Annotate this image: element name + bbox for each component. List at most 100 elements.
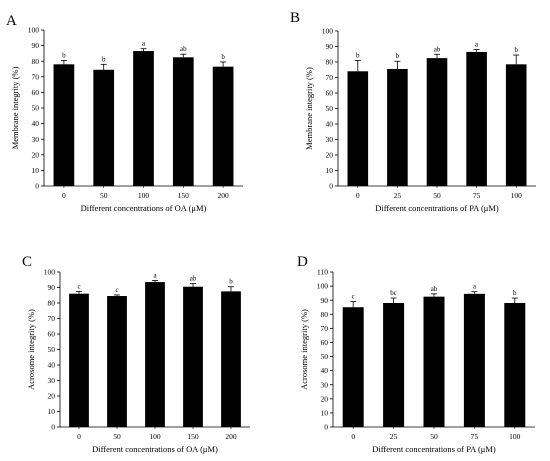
panel-d-y-tick-label: 50 [321, 352, 329, 361]
panel-a-y-tick-label: 0 [35, 182, 39, 191]
panel-d-x-axis-label: Different concentrations of PA (μM) [372, 444, 496, 454]
panel-c-significance-label: c [115, 286, 118, 294]
panel-c-y-tick-label: 90 [48, 283, 56, 292]
panel-c-significance-label: b [229, 278, 233, 286]
panel-d-y-tick-label: 70 [321, 324, 329, 333]
panel-c-y-tick-label: 30 [48, 376, 56, 385]
panel-c-bar [107, 296, 127, 427]
panel-d-significance-label: ab [431, 285, 438, 293]
panel-b-y-axis-label: Membrane integrity (%) [304, 67, 314, 150]
panel-b-x-axis-label: Different concentrations of PA (μM) [375, 203, 499, 213]
panel-a-x-tick-label: 100 [138, 191, 150, 200]
panel-d-y-tick-label: 100 [317, 282, 329, 291]
panel-c-letter: C [22, 254, 32, 270]
panel-c-x-tick-label: 150 [187, 432, 199, 441]
panel-b-y-tick-label: 100 [322, 27, 334, 36]
panel-b-x-tick-label: 100 [511, 191, 523, 200]
panel-d-bar [504, 303, 526, 427]
panel-b-letter: B [290, 10, 300, 26]
panel-b-bar [466, 51, 487, 186]
panel-b-x-tick-label: 50 [433, 191, 441, 200]
panel-a-significance-label: ab [180, 45, 187, 53]
panel-a-x-tick-label: 150 [178, 191, 190, 200]
panel-c-bar [69, 293, 89, 427]
panel-c-y-tick-label: 80 [48, 299, 56, 308]
panel-b-x-tick-label: 25 [394, 191, 402, 200]
panel-d-y-tick-label: 90 [321, 296, 329, 305]
panel-c-bar [145, 282, 165, 427]
panel-b-y-tick-label: 90 [326, 42, 334, 51]
panel-c-chart: C 0 10 20 30 40 50 60 70 80 90 100 Acrosome integrit… [22, 254, 250, 454]
panel-b-y-tick-label: 20 [326, 151, 334, 160]
panel-a-bar [93, 69, 115, 186]
panel-a-y-tick-label: 100 [28, 26, 40, 35]
panel-a-y-tick-label: 50 [32, 104, 40, 113]
panel-b-y-tick-label: 80 [326, 58, 334, 67]
panel-d-significance-label: b [513, 289, 517, 297]
panel-c-significance-label: ab [190, 275, 197, 283]
panel-b-y-tick-label: 10 [326, 166, 334, 175]
panel-a-significance-label: a [142, 40, 146, 48]
panel-d-significance-label: bc [390, 289, 397, 297]
panel-d-y-tick-label: 20 [321, 394, 329, 403]
panel-d-y-tick-label: 40 [321, 366, 329, 375]
panel-a-bar [53, 64, 75, 186]
panel-c-y-tick-label: 20 [48, 392, 56, 401]
panel-a-bar [212, 66, 234, 186]
panel-d-bar [423, 296, 445, 427]
panel-b-significance-label: ab [434, 45, 441, 53]
panel-b-bar [347, 71, 369, 186]
panel-a-x-tick-label: 0 [62, 191, 66, 200]
panel-a-y-axis-label: Membrane integrity (%) [10, 67, 20, 150]
panel-c-y-tick-label: 0 [51, 423, 55, 432]
panel-c-y-tick-label: 10 [48, 407, 56, 416]
panel-d-chart: D 0 10 20 30 40 50 60 70 80 90 100 110 Acrosome integ… [297, 254, 535, 454]
panel-a-significance-label: b [62, 51, 66, 59]
panel-c-bar [183, 286, 203, 427]
panel-d-y-tick-label: 30 [321, 380, 329, 389]
panel-d-x-tick-label: 25 [390, 432, 398, 441]
panel-a-y-tick-label: 70 [32, 72, 40, 81]
panel-d-x-tick-label: 100 [509, 432, 521, 441]
panel-c-x-tick-label: 100 [149, 432, 161, 441]
panel-a-y-tick-label: 60 [32, 88, 40, 97]
panel-d-x-tick-label: 75 [471, 432, 479, 441]
panel-d-y-tick-label: 60 [321, 338, 329, 347]
panel-c-y-tick-label: 40 [48, 361, 56, 370]
panel-c-bar [221, 291, 241, 427]
panel-b-y-tick-label: 70 [326, 73, 334, 82]
panel-a-bar [172, 57, 194, 186]
panel-c-y-tick-label: 50 [48, 345, 56, 354]
panel-d-bar [383, 303, 405, 427]
panel-a-x-tick-label: 200 [217, 191, 229, 200]
panel-c-y-axis-label: Acrosome integrity (%) [26, 309, 36, 390]
panel-b-chart: B 0 10 20 30 40 50 60 70 80 90 100 Membrane integrit… [290, 10, 536, 213]
panel-a-y-tick-label: 10 [32, 166, 40, 175]
panel-d-y-tick-label: 10 [321, 409, 329, 418]
panel-a-y-tick-label: 30 [32, 135, 40, 144]
panel-b-bar [505, 64, 527, 186]
panel-d-y-tick-label: 0 [324, 423, 328, 432]
panel-c-y-tick-label: 70 [48, 314, 56, 323]
panel-d-bar [342, 307, 364, 427]
panel-a-y-tick-label: 80 [32, 57, 40, 66]
panel-a-x-axis-label: Different concentrations of OA (μM) [81, 203, 207, 213]
panel-b-significance-label: b [356, 51, 360, 59]
panel-d-bar [463, 293, 485, 427]
panel-c-y-tick-label: 60 [48, 330, 56, 339]
panel-b-y-tick-label: 30 [326, 135, 334, 144]
panel-d-x-tick-label: 0 [351, 432, 355, 441]
panel-c-significance-label: c [77, 282, 80, 290]
panel-d-significance-label: c [352, 293, 355, 301]
panel-a-chart: A 0 10 20 30 40 50 60 70 80 90 100 Membrane integrit… [6, 13, 243, 213]
panel-b-significance-label: b [396, 52, 400, 60]
panel-d-x-tick-label: 50 [430, 432, 438, 441]
panel-c-x-tick-label: 200 [225, 432, 237, 441]
panel-c-x-axis-label: Different concentrations of OA (μM) [92, 444, 218, 454]
panel-b-significance-label: a [475, 41, 479, 49]
panel-b-significance-label: b [514, 46, 518, 54]
panel-b-bar [426, 58, 448, 186]
panel-a-bar [133, 51, 154, 187]
panel-d-letter: D [297, 254, 308, 270]
